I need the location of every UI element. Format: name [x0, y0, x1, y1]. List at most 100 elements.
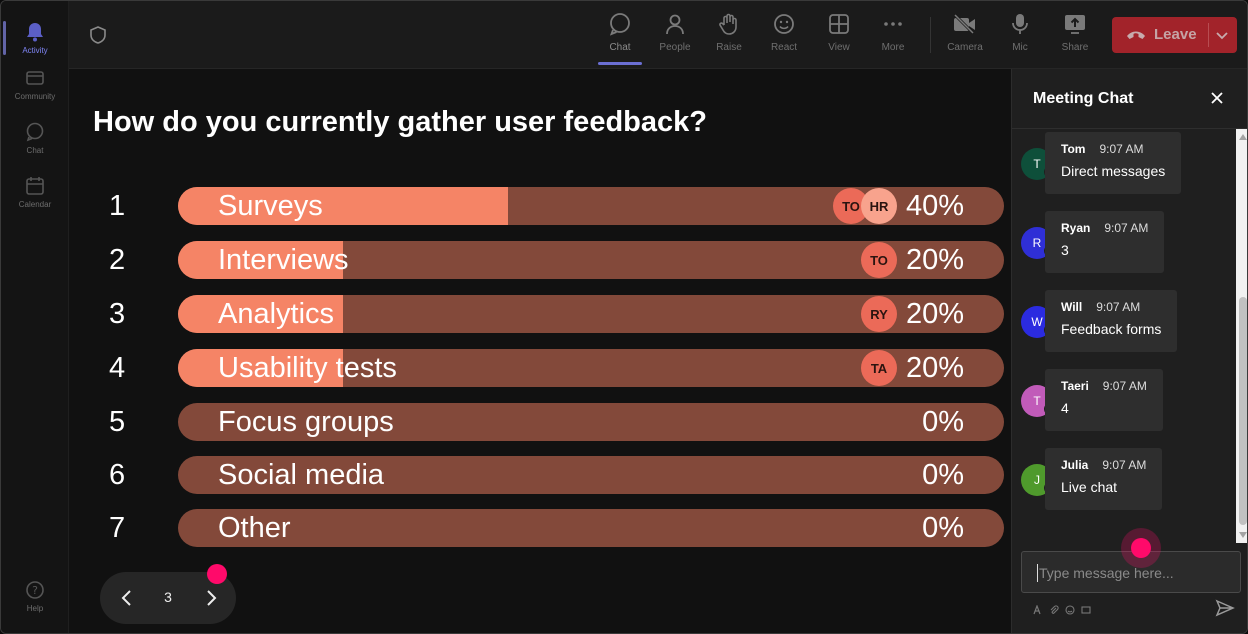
option-label: Other: [218, 512, 291, 544]
rail-item-community[interactable]: Community: [1, 59, 69, 109]
emoji-icon[interactable]: [1064, 604, 1076, 616]
leave-divider: [1208, 23, 1209, 47]
shield-icon[interactable]: [88, 25, 108, 45]
help-icon: ?: [24, 579, 46, 601]
page-number: 3: [164, 589, 172, 605]
message-bubble: Julia 9:07 AM Live chat: [1045, 448, 1163, 510]
meeting-toolbar: Chat People Raise React View: [69, 1, 1247, 69]
option-number: 4: [109, 352, 126, 384]
poll-option: 5 Focus groups 0%: [69, 403, 1011, 441]
gif-icon[interactable]: [1080, 604, 1092, 616]
message-time: 9:07 AM: [1104, 221, 1149, 235]
rail-item-help[interactable]: ? Help: [1, 571, 69, 621]
option-number: 7: [109, 512, 126, 544]
chat-message: J Julia 9:07 AM Live chat: [1021, 448, 1221, 512]
attach-icon[interactable]: [1048, 604, 1060, 616]
toolbar-people-button[interactable]: People: [650, 11, 700, 61]
rail-item-calendar[interactable]: Calendar: [1, 167, 69, 217]
scroll-down-arrow-icon[interactable]: [1239, 532, 1247, 538]
sender-name: Will: [1061, 300, 1083, 314]
result-bar-fill: [178, 187, 509, 225]
rail-item-activity[interactable]: Activity: [1, 13, 69, 63]
chat-message: W Will 9:07 AM Feedback forms: [1021, 290, 1221, 354]
chevron-left-icon[interactable]: [118, 588, 136, 613]
option-label: Social media: [218, 459, 385, 491]
hand-icon: [716, 11, 742, 37]
message-time: 9:07 AM: [1096, 300, 1141, 314]
leave-button[interactable]: Leave: [1112, 17, 1237, 53]
chat-message: R Ryan 9:07 AM 3: [1021, 211, 1221, 275]
chat-scrollbar[interactable]: [1236, 129, 1247, 543]
toolbar-view-button[interactable]: View: [814, 11, 864, 61]
scrollbar-thumb[interactable]: [1239, 297, 1247, 525]
rail-item-label: Calendar: [18, 200, 52, 209]
poll-option: 2 Interviews TO 20%: [69, 241, 1011, 279]
chevron-down-icon[interactable]: [1214, 27, 1230, 48]
toolbar-react-button[interactable]: React: [759, 11, 809, 61]
share-screen-icon: [1062, 11, 1088, 37]
toolbar-button-label: React: [770, 42, 798, 53]
chat-message: T Taeri 9:07 AM 4: [1021, 369, 1221, 433]
poll-question: How do you currently gather user feedbac…: [93, 106, 707, 138]
option-number: 2: [109, 244, 126, 276]
option-number: 5: [109, 406, 126, 438]
rail-item-label: Community: [14, 92, 56, 101]
option-label: Surveys: [218, 190, 323, 222]
toolbar-mic-button[interactable]: Mic: [995, 11, 1045, 61]
person-icon: [662, 11, 688, 37]
send-icon[interactable]: [1215, 599, 1235, 622]
chat-header-divider: [1012, 128, 1247, 129]
camera-off-icon: [952, 11, 978, 37]
toolbar-button-label: People: [659, 42, 691, 53]
app-rail: Activity Community Chat Calendar ? Help: [1, 1, 69, 633]
rail-item-chat[interactable]: Chat: [1, 113, 69, 163]
toolbar-camera-button[interactable]: Camera: [940, 11, 990, 61]
chat-bubble-icon: [607, 11, 633, 37]
cursor-indicator: [207, 564, 227, 584]
chat-message: T Tom 9:07 AM Direct messages: [1021, 132, 1221, 196]
sender-name: Julia: [1061, 458, 1089, 472]
message-time: 9:07 AM: [1099, 142, 1144, 156]
toolbar-raise-button[interactable]: Raise: [704, 11, 754, 61]
option-percentage: 0%: [922, 459, 964, 491]
message-text: Feedback forms: [1061, 321, 1162, 337]
toolbar-chat-button[interactable]: Chat: [595, 11, 645, 65]
option-number: 1: [109, 190, 126, 222]
chat-input-placeholder: Type message here...: [1039, 565, 1174, 581]
more-dots-icon: [880, 11, 906, 37]
option-label: Focus groups: [218, 406, 394, 438]
toolbar-more-button[interactable]: More: [868, 11, 918, 61]
chevron-right-icon[interactable]: [202, 588, 220, 613]
option-label: Usability tests: [218, 352, 397, 384]
rail-item-label: Help: [26, 604, 44, 613]
close-icon[interactable]: [1210, 91, 1224, 110]
bell-icon: [24, 21, 46, 43]
voter-avatar: HR: [861, 188, 897, 224]
message-bubble: Taeri 9:07 AM 4: [1045, 369, 1163, 431]
calendar-icon: [24, 175, 46, 197]
toolbar-button-label: More: [881, 42, 905, 53]
cursor-indicator: [1121, 528, 1161, 568]
option-percentage: 40%: [905, 190, 964, 222]
result-bar-fill: [178, 349, 344, 387]
community-icon: [24, 67, 46, 89]
message-bubble: Will 9:07 AM Feedback forms: [1045, 290, 1178, 352]
toolbar-share-button[interactable]: Share: [1050, 11, 1100, 61]
compose-toolbar: [1032, 604, 1092, 616]
result-bar-fill: [178, 295, 344, 333]
message-text: 3: [1061, 242, 1069, 258]
svg-text:?: ?: [32, 584, 38, 597]
toolbar-button-label: Raise: [716, 42, 742, 53]
sender-name: Ryan: [1061, 221, 1091, 235]
voter-avatar: RY: [861, 296, 897, 332]
option-percentage: 20%: [905, 352, 964, 384]
chat-bubble-icon: [24, 121, 46, 143]
sender-name: Taeri: [1061, 379, 1089, 393]
microphone-icon: [1007, 11, 1033, 37]
format-icon[interactable]: [1032, 604, 1044, 616]
grid-icon: [826, 11, 852, 37]
message-time: 9:07 AM: [1102, 379, 1147, 393]
scroll-up-arrow-icon[interactable]: [1239, 134, 1247, 140]
poll-option: 7 Other 0%: [69, 509, 1011, 547]
